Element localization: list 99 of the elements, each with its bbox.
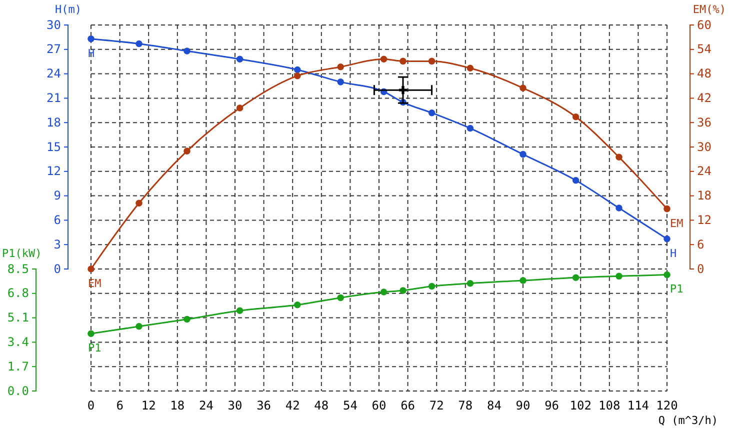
y2-tick-label: 6 bbox=[697, 237, 704, 252]
point bbox=[88, 35, 94, 42]
x-tick-label: 84 bbox=[486, 398, 502, 413]
x-tick-label: 24 bbox=[198, 398, 214, 413]
y3-tick-label: 6.8 bbox=[7, 286, 29, 300]
point bbox=[572, 274, 580, 281]
point bbox=[184, 316, 190, 323]
point bbox=[294, 302, 301, 308]
y2-tick-label: 0 bbox=[697, 262, 704, 276]
y2-tick-label: 54 bbox=[697, 42, 712, 56]
y3-tick-label: 5.1 bbox=[7, 310, 29, 325]
point bbox=[184, 48, 190, 54]
text: P1 bbox=[88, 342, 102, 355]
y2-tick-label: 30 bbox=[697, 140, 712, 154]
point bbox=[520, 150, 526, 158]
x-tick-label: 6 bbox=[116, 398, 124, 413]
x-tick-label: 48 bbox=[314, 398, 329, 413]
x-tick-label: 114 bbox=[627, 398, 650, 413]
point bbox=[380, 288, 388, 296]
y-tick-label: 3 bbox=[54, 237, 61, 252]
y3-tick-label: 0.0 bbox=[7, 384, 29, 398]
point bbox=[236, 104, 244, 112]
point bbox=[400, 58, 406, 65]
point bbox=[616, 272, 622, 280]
series-label: P1 bbox=[670, 282, 684, 296]
x-tick-label: 12 bbox=[141, 398, 156, 413]
point bbox=[184, 148, 190, 154]
point bbox=[466, 64, 474, 72]
y-tick-label: 6 bbox=[54, 213, 61, 228]
y-tick-label: 27 bbox=[46, 42, 61, 56]
point bbox=[136, 323, 142, 330]
y3-tick-label: 1.7 bbox=[7, 359, 29, 374]
y-tick-label: 18 bbox=[46, 115, 61, 130]
y2-tick-label: 18 bbox=[697, 188, 712, 203]
point bbox=[616, 154, 622, 161]
x-tick-label: 42 bbox=[285, 398, 300, 413]
point bbox=[520, 84, 526, 92]
y-tick-label: 24 bbox=[46, 66, 61, 81]
point bbox=[572, 114, 580, 120]
y3-tick-label: 3.4 bbox=[7, 335, 29, 350]
y2-axis-title: EM(%) bbox=[692, 3, 726, 16]
x-tick-label: 66 bbox=[400, 398, 416, 413]
point bbox=[428, 282, 436, 290]
y-axis-title: H(m) bbox=[55, 3, 82, 16]
point bbox=[400, 287, 406, 294]
point bbox=[136, 200, 142, 206]
point bbox=[466, 280, 474, 287]
x-tick-label: 96 bbox=[544, 398, 560, 413]
y-tick-label: 12 bbox=[46, 164, 61, 178]
y2-tick-label: 36 bbox=[697, 115, 712, 130]
point bbox=[664, 205, 670, 212]
y3-tick-label: 8.5 bbox=[7, 262, 29, 276]
text: H bbox=[88, 46, 95, 60]
y2-tick-label: 24 bbox=[697, 164, 712, 178]
x-tick-label: 54 bbox=[342, 398, 358, 413]
text: EM bbox=[88, 277, 102, 290]
y2-tick-label: 42 bbox=[697, 91, 712, 106]
y2-tick-label: 12 bbox=[697, 213, 712, 228]
x-tick-label: 0 bbox=[87, 398, 95, 413]
y2-tick-label: 60 bbox=[697, 18, 712, 32]
y3-axis-title: P1(kW) bbox=[2, 247, 42, 260]
series-label: H bbox=[670, 246, 677, 260]
point bbox=[572, 176, 580, 184]
point bbox=[88, 330, 94, 337]
point bbox=[616, 204, 622, 212]
point bbox=[337, 294, 344, 302]
point bbox=[664, 236, 670, 242]
point bbox=[337, 78, 344, 86]
y-tick-label: 21 bbox=[46, 91, 61, 106]
point bbox=[466, 124, 474, 132]
point bbox=[294, 72, 301, 80]
x-tick-label: 72 bbox=[429, 398, 444, 413]
point bbox=[520, 277, 526, 284]
x-tick-label: 36 bbox=[256, 398, 272, 413]
x-tick-label: 30 bbox=[228, 398, 242, 413]
point bbox=[136, 40, 142, 48]
x-tick-label: 18 bbox=[170, 398, 185, 413]
y-tick-label: 15 bbox=[46, 140, 61, 154]
point bbox=[380, 56, 388, 63]
point bbox=[88, 266, 94, 272]
x-tick-label: 102 bbox=[570, 398, 592, 413]
point bbox=[294, 66, 301, 74]
point bbox=[236, 56, 244, 63]
y-tick-label: 0 bbox=[54, 262, 61, 276]
x-tick-label: 78 bbox=[458, 398, 473, 413]
point bbox=[428, 109, 436, 116]
y-tick-label: 30 bbox=[46, 18, 61, 32]
point bbox=[236, 307, 244, 314]
x-tick-label: 60 bbox=[372, 398, 386, 413]
y-tick-label: 9 bbox=[54, 188, 61, 203]
x-tick-label: 108 bbox=[598, 398, 620, 413]
series-label: EM bbox=[670, 216, 684, 230]
x-tick-label: 120 bbox=[656, 398, 678, 413]
point bbox=[337, 64, 344, 70]
y2-tick-label: 48 bbox=[697, 66, 712, 81]
point bbox=[428, 58, 436, 65]
x-axis-title: Q (m^3/h) bbox=[658, 414, 718, 427]
x-tick-label: 90 bbox=[516, 398, 530, 413]
point bbox=[664, 271, 670, 278]
